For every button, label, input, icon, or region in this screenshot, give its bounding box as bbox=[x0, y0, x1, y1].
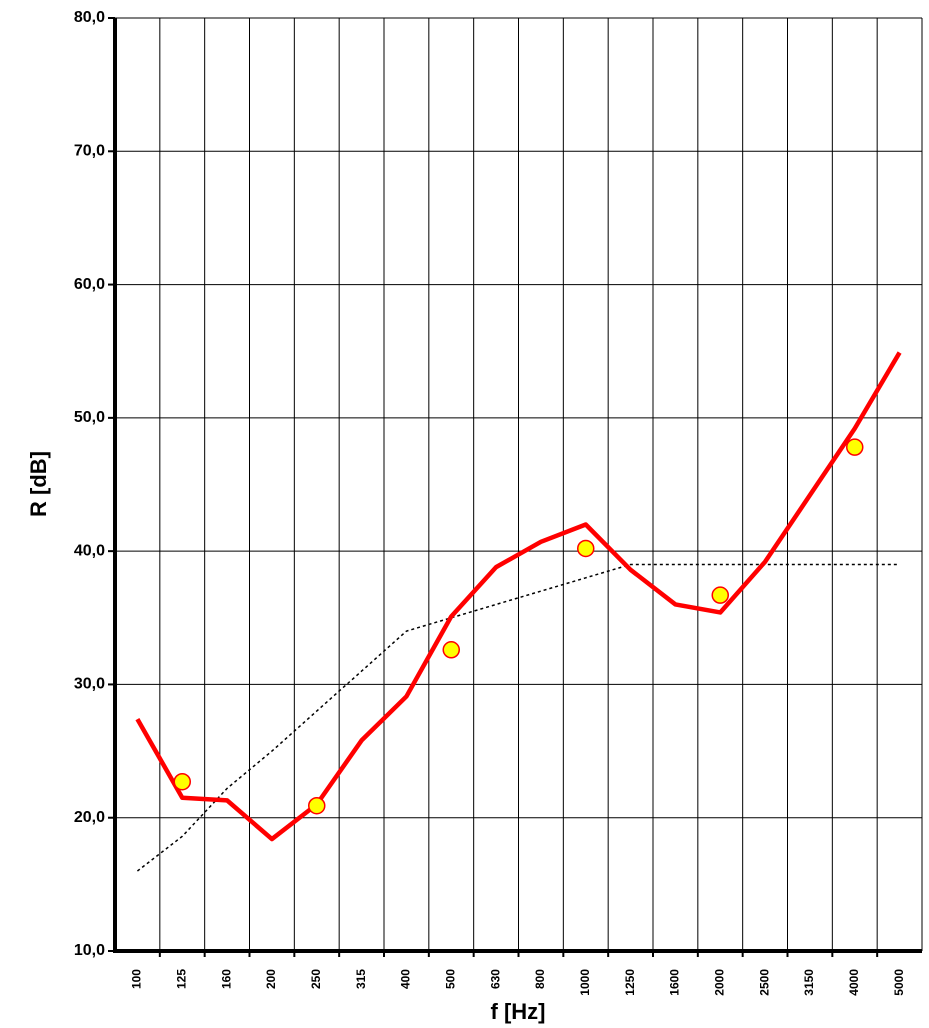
y-tick-label: 30,0 bbox=[74, 676, 105, 693]
y-tick-label: 40,0 bbox=[74, 542, 105, 559]
y-tick-label: 20,0 bbox=[74, 809, 105, 826]
x-tick-label: 2000 bbox=[712, 969, 726, 996]
series-line bbox=[135, 351, 902, 842]
x-tick-label: 500 bbox=[443, 969, 457, 989]
y-tick-label: 10,0 bbox=[74, 942, 105, 959]
x-tick-label: 160 bbox=[219, 969, 233, 989]
y-axis-title: R [dB] bbox=[26, 451, 51, 517]
y-tick-label: 60,0 bbox=[74, 276, 105, 293]
marker bbox=[577, 539, 595, 558]
x-tick-label: 200 bbox=[264, 969, 278, 989]
marker bbox=[308, 796, 326, 815]
y-tick-label: 70,0 bbox=[74, 143, 105, 160]
x-tick-label: 630 bbox=[488, 969, 502, 989]
marker bbox=[711, 586, 729, 604]
x-tick-label: 800 bbox=[533, 969, 547, 989]
x-tick-label: 100 bbox=[130, 969, 144, 989]
x-tick-label: 1000 bbox=[578, 969, 592, 996]
x-tick-label: 315 bbox=[354, 969, 368, 989]
x-tick-label: 125 bbox=[174, 969, 188, 989]
x-tick-label: 250 bbox=[309, 969, 323, 989]
y-tick-label: 50,0 bbox=[74, 409, 105, 426]
x-tick-label: 1600 bbox=[668, 969, 682, 996]
x-tick-label: 3150 bbox=[802, 969, 816, 996]
x-tick-label: 1250 bbox=[623, 969, 637, 996]
marker bbox=[846, 438, 864, 456]
marker bbox=[173, 772, 191, 791]
marker bbox=[442, 641, 460, 659]
x-axis-title: f [Hz] bbox=[491, 999, 546, 1024]
series-line bbox=[136, 563, 900, 872]
x-tick-label: 400 bbox=[399, 969, 413, 989]
x-tick-label: 5000 bbox=[892, 969, 906, 996]
x-tick-label: 4000 bbox=[847, 969, 861, 996]
y-tick-label: 80,0 bbox=[74, 9, 105, 26]
x-tick-label: 2500 bbox=[757, 969, 771, 996]
